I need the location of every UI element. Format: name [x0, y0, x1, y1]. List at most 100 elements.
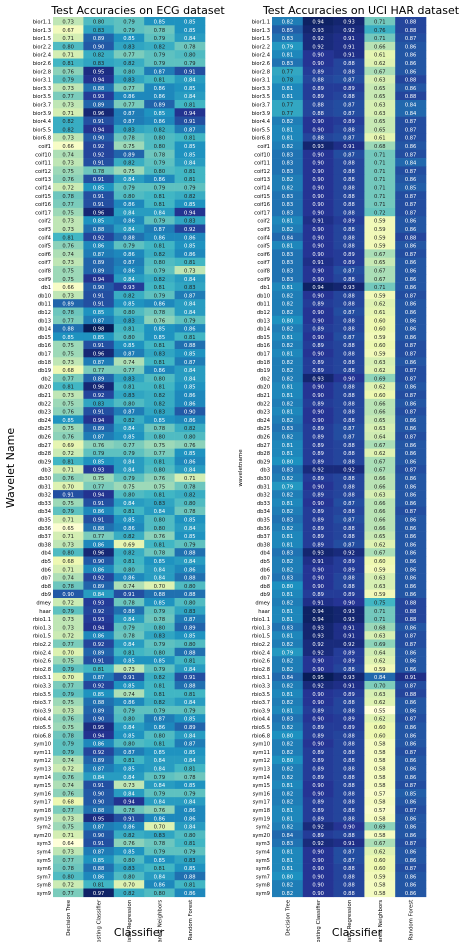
- heatmap-cell: [53, 490, 84, 499]
- heatmap-cell: [174, 822, 206, 831]
- heatmap-cell: [395, 714, 427, 723]
- cell-value-label: 0.92: [312, 841, 324, 847]
- heatmap-cell: [53, 456, 84, 466]
- cell-value-label: 0.85: [184, 717, 196, 723]
- cell-value-label: 0.81: [282, 542, 294, 548]
- heatmap-cell: [272, 75, 304, 84]
- y-tick-label: db32: [257, 493, 270, 499]
- heatmap-cell: [395, 158, 427, 167]
- cell-value-label: 0.88: [343, 227, 355, 233]
- heatmap-cell: [364, 647, 396, 657]
- heatmap-cell: [144, 216, 175, 225]
- cell-value-label: 0.75: [154, 443, 166, 449]
- cell-value-label: 0.89: [184, 625, 196, 631]
- heatmap-cell: [144, 299, 175, 308]
- cell-value-label: 0.86: [93, 244, 105, 250]
- y-tick-label: db13: [257, 318, 270, 324]
- heatmap-cell: [364, 75, 396, 84]
- heatmap-cell: [83, 730, 115, 740]
- cell-value-label: 0.78: [184, 484, 196, 490]
- cell-value-label: 0.57: [374, 791, 386, 797]
- cell-value-label: 0.89: [312, 708, 324, 714]
- y-tick-label: db14: [257, 327, 271, 333]
- heatmap-cell: [302, 456, 334, 466]
- y-tick-label: rbio5.5: [33, 725, 51, 731]
- cell-value-label: 0.88: [343, 277, 355, 283]
- cell-value-label: 0.67: [374, 841, 386, 847]
- heatmap-cell: [53, 539, 84, 549]
- heatmap-cell: [364, 539, 396, 549]
- heatmap-cell: [53, 689, 84, 698]
- cell-value-label: 0.81: [62, 61, 74, 67]
- y-tick-label: db8: [260, 584, 270, 590]
- heatmap-cell: [113, 224, 145, 234]
- cell-value-label: 0.81: [282, 617, 294, 623]
- cell-value-label: 0.81: [282, 385, 294, 391]
- heatmap-cell: [174, 407, 206, 416]
- heatmap-cell: [302, 739, 334, 748]
- y-tick-label: coif3: [257, 227, 270, 233]
- ecg-x-tick-labels: Decision Tree Gradient Boosting Classifie…: [66, 899, 194, 942]
- cell-value-label: 0.82: [154, 277, 166, 283]
- heatmap-cell: [53, 340, 84, 350]
- heatmap-cell: [364, 232, 396, 242]
- heatmap-cell: [174, 747, 206, 756]
- y-tick-label: sym19: [34, 816, 51, 822]
- cell-value-label: 0.89: [312, 526, 324, 532]
- heatmap-cell: [364, 473, 396, 483]
- cell-value-label: 0.63: [374, 426, 386, 432]
- heatmap-cell: [302, 17, 334, 26]
- cell-value-label: 0.83: [123, 44, 135, 50]
- heatmap-cell: [364, 33, 396, 43]
- heatmap-cell: [144, 805, 175, 815]
- heatmap-cell: [83, 506, 115, 516]
- cell-value-label: 0.80: [282, 874, 294, 880]
- heatmap-cell: [144, 539, 175, 549]
- heatmap-cell: [174, 481, 206, 491]
- cell-value-label: 0.90: [93, 800, 105, 806]
- cell-value-label: 0.78: [154, 617, 166, 623]
- cell-value-label: 0.79: [62, 692, 74, 698]
- cell-value-label: 0.81: [282, 708, 294, 714]
- cell-value-label: 0.89: [312, 816, 324, 822]
- cell-value-label: 0.86: [123, 252, 135, 258]
- cell-value-label: 0.90: [184, 410, 196, 416]
- heatmap-cell: [174, 664, 206, 673]
- heatmap-cell: [272, 183, 304, 192]
- uci-har-heatmap-cells: 0.82 0.94 0.93 0.71 0.880.85 0.93 0.92 0.76 0.88…: [272, 17, 427, 898]
- y-tick-label: bior3.7: [252, 102, 270, 108]
- cell-value-label: 0.82: [123, 551, 135, 557]
- cell-value-label: 0.81: [282, 866, 294, 872]
- cell-value-label: 0.84: [93, 775, 105, 781]
- heatmap-cell: [395, 224, 427, 234]
- heatmap-cell: [364, 739, 396, 748]
- cell-value-label: 0.89: [312, 443, 324, 449]
- heatmap-cell: [144, 191, 175, 200]
- cell-value-label: 0.81: [282, 501, 294, 507]
- y-tick-label: bior3.9: [252, 111, 270, 117]
- heatmap-cell: [364, 614, 396, 624]
- cell-value-label: 0.82: [282, 401, 294, 407]
- cell-value-label: 0.83: [93, 61, 105, 67]
- heatmap-cell: [333, 349, 365, 358]
- cell-value-label: 0.82: [154, 675, 166, 681]
- cell-value-label: 0.86: [405, 244, 417, 250]
- heatmap-cell: [144, 349, 175, 358]
- heatmap-cell: [144, 871, 175, 881]
- heatmap-cell: [364, 780, 396, 790]
- cell-value-label: 0.90: [312, 858, 324, 864]
- heatmap-cell: [302, 556, 334, 566]
- heatmap-cell: [333, 855, 365, 864]
- y-tick-label: rbio3.3: [33, 683, 51, 689]
- cell-value-label: 0.84: [123, 775, 135, 781]
- heatmap-cell: [302, 158, 334, 167]
- heatmap-cell: [302, 631, 334, 640]
- y-tick-label: sym15: [34, 783, 51, 789]
- heatmap-cell: [395, 473, 427, 483]
- heatmap-cell: [53, 448, 84, 458]
- heatmap-cell: [144, 714, 175, 723]
- cell-value-label: 0.81: [154, 385, 166, 391]
- cell-value-label: 0.87: [405, 683, 417, 689]
- cell-value-label: 0.90: [312, 227, 324, 233]
- cell-value-label: 0.81: [282, 86, 294, 92]
